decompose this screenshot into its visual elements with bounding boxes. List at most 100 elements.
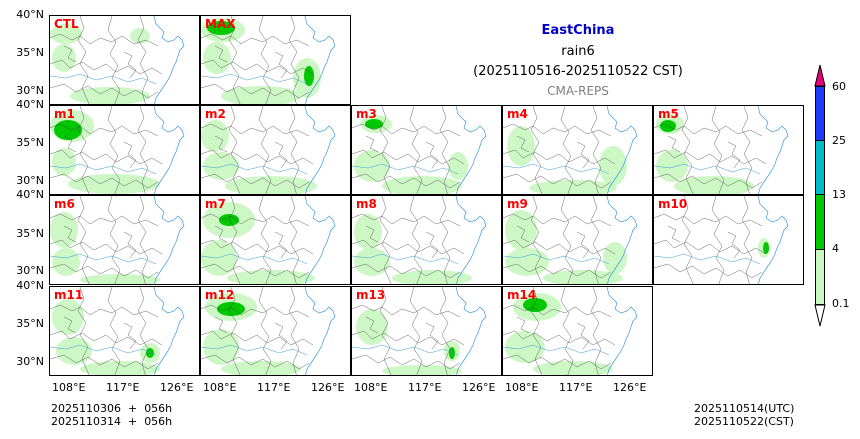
- province-border: [288, 106, 300, 194]
- province-border: [352, 213, 461, 227]
- province-border: [214, 316, 228, 334]
- province-border: [63, 135, 77, 153]
- province-border: [654, 263, 763, 279]
- province-border: [50, 263, 159, 279]
- province-border: [365, 316, 379, 334]
- precip-map: [654, 196, 789, 284]
- panel-label: m5: [658, 107, 679, 121]
- lat-label-35: 35°N: [16, 136, 44, 149]
- province-border: [77, 106, 90, 194]
- province-border: [63, 316, 77, 334]
- province-border: [107, 287, 121, 375]
- panel-m1: m1: [49, 105, 200, 195]
- province-border: [214, 225, 228, 243]
- province-border: [503, 123, 612, 137]
- lat-label-40: 40°N: [16, 98, 44, 111]
- province-border: [576, 141, 590, 169]
- light-rain-area: [52, 248, 80, 276]
- lat-label-30: 30°N: [16, 84, 44, 97]
- province-border: [137, 196, 149, 284]
- province-border: [258, 16, 272, 104]
- panel-label: m13: [356, 288, 386, 302]
- coastline: [606, 106, 638, 194]
- province-border: [63, 225, 77, 243]
- panel-label: m10: [658, 197, 688, 211]
- init-time-utc: 2025110306 + 056h: [51, 402, 173, 415]
- province-border: [654, 123, 763, 137]
- province-border: [201, 33, 310, 47]
- light-rain-area: [356, 309, 388, 345]
- province-border: [50, 304, 159, 318]
- province-border: [201, 123, 310, 137]
- province-border: [503, 304, 612, 318]
- province-border: [274, 322, 288, 350]
- lon-label-108: 108°E: [354, 381, 388, 394]
- moderate-rain-area: [365, 119, 383, 129]
- province-border: [107, 196, 121, 284]
- lat-label-35: 35°N: [16, 317, 44, 330]
- province-border: [439, 287, 451, 375]
- light-rain-area: [201, 240, 237, 276]
- panel-m3: m3: [351, 105, 502, 195]
- panel-m2: m2: [200, 105, 351, 195]
- province-border: [214, 135, 228, 153]
- province-border: [560, 106, 574, 194]
- province-border: [50, 173, 159, 189]
- light-rain-area: [448, 152, 468, 180]
- light-rain-area: [505, 248, 549, 276]
- province-border: [50, 213, 159, 227]
- precip-map: [50, 287, 185, 375]
- province-border: [425, 322, 439, 350]
- panel-label: m8: [356, 197, 377, 211]
- light-rain-area: [221, 86, 301, 104]
- lon-label-108: 108°E: [203, 381, 237, 394]
- precip-map: [503, 106, 638, 194]
- lat-label-35: 35°N: [16, 46, 44, 59]
- province-border: [503, 354, 612, 370]
- light-rain-area: [80, 361, 160, 375]
- province-border: [352, 173, 461, 189]
- light-rain-area: [392, 270, 472, 284]
- province-border: [379, 106, 392, 194]
- light-rain-area: [382, 365, 462, 375]
- light-rain-area: [529, 180, 617, 194]
- precip-map: [503, 287, 638, 375]
- precip-map: [352, 196, 487, 284]
- province-border: [654, 239, 767, 255]
- light-rain-area: [599, 146, 627, 186]
- province-border: [352, 149, 465, 165]
- province-border: [409, 287, 423, 375]
- panel-label: m12: [205, 288, 235, 302]
- light-rain-area: [225, 176, 317, 194]
- panel-label: m14: [507, 288, 537, 302]
- province-border: [123, 51, 137, 79]
- province-border: [667, 225, 681, 243]
- region-title: EastChina: [541, 23, 615, 38]
- province-border: [654, 173, 763, 189]
- moderate-rain-area: [207, 21, 235, 35]
- province-border: [590, 106, 602, 194]
- province-border: [228, 287, 241, 375]
- panel-label: m7: [205, 197, 226, 211]
- province-border: [711, 106, 725, 194]
- lon-label-108: 108°E: [52, 381, 86, 394]
- province-border: [50, 239, 163, 255]
- province-border: [77, 16, 90, 104]
- panel-m12: m12: [200, 286, 351, 376]
- province-border: [107, 106, 121, 194]
- lon-label-117: 117°E: [257, 381, 291, 394]
- coastline: [153, 287, 185, 375]
- province-border: [201, 173, 310, 189]
- coastline: [304, 106, 336, 194]
- lon-label-117: 117°E: [408, 381, 442, 394]
- light-rain-area: [52, 44, 76, 72]
- precip-map: [201, 16, 336, 104]
- province-border: [201, 354, 310, 370]
- light-rain-area: [56, 337, 92, 365]
- coastline: [455, 106, 487, 194]
- period-title: (2025110516-2025110522 CST): [473, 64, 683, 79]
- light-rain-area: [221, 361, 301, 375]
- province-border: [530, 106, 543, 194]
- moderate-rain-area: [146, 348, 154, 358]
- province-border: [681, 196, 694, 284]
